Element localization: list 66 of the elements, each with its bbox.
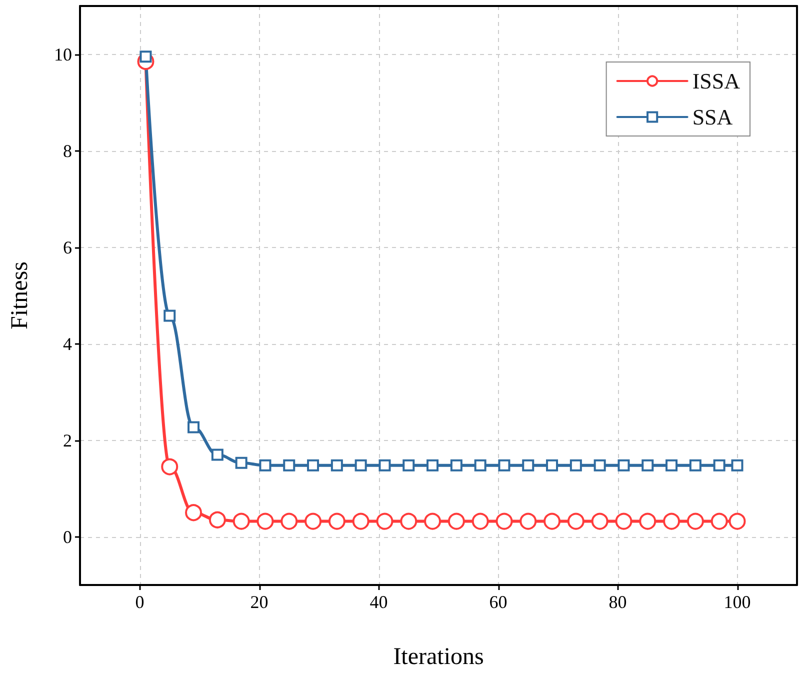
point [161,458,178,476]
y-tick-label: 10 [54,44,72,64]
y-tick-label: 8 [63,140,72,161]
x-tick-label: 60 [489,592,508,612]
point [615,512,632,530]
point [520,512,537,530]
legend-label: ISSA [692,68,740,94]
point [259,459,272,472]
point [304,512,322,530]
point [618,459,630,472]
x-tick-label: 40 [370,592,388,612]
point [448,512,465,530]
x-tick-label: 0 [135,592,144,612]
point [567,512,584,530]
point [330,459,343,472]
point [498,459,510,472]
point [713,459,726,472]
point [376,512,394,530]
point [402,459,415,472]
point [663,512,680,530]
point [188,421,200,434]
legend-label: SSA [692,104,733,130]
point [283,459,296,472]
point [472,512,489,530]
x-tick-label: 20 [250,592,268,612]
point [666,459,678,472]
point [710,512,728,530]
point [496,512,513,530]
point [354,459,367,472]
point [474,459,486,472]
point [450,459,462,472]
point [639,512,656,530]
point [378,459,391,472]
point [522,459,534,472]
point [570,459,582,472]
point [544,512,561,530]
point [426,459,439,472]
point [235,456,248,469]
y-tick-label: 2 [63,430,72,450]
y-tick-label: 6 [63,237,72,258]
point [211,448,224,461]
point [728,512,746,530]
point [307,459,320,472]
point [546,459,558,472]
y-tick-label: 0 [63,526,72,547]
x-tick-label: 80 [608,592,627,612]
point [164,310,176,322]
x-tick-label: 100 [724,592,751,612]
point [280,512,298,530]
point [232,512,250,530]
y-axis-title: Fitness [7,261,33,330]
point [731,459,744,472]
point [689,459,702,472]
point [185,504,202,522]
point [591,512,608,530]
point [594,459,606,472]
point [424,512,442,530]
point [642,459,654,472]
point [400,512,418,530]
x-axis-title: Iterations [393,644,484,670]
point [208,511,226,528]
point [256,512,274,530]
point [352,512,370,530]
y-tick-label: 4 [63,334,72,354]
point [328,512,346,530]
point [686,512,704,530]
